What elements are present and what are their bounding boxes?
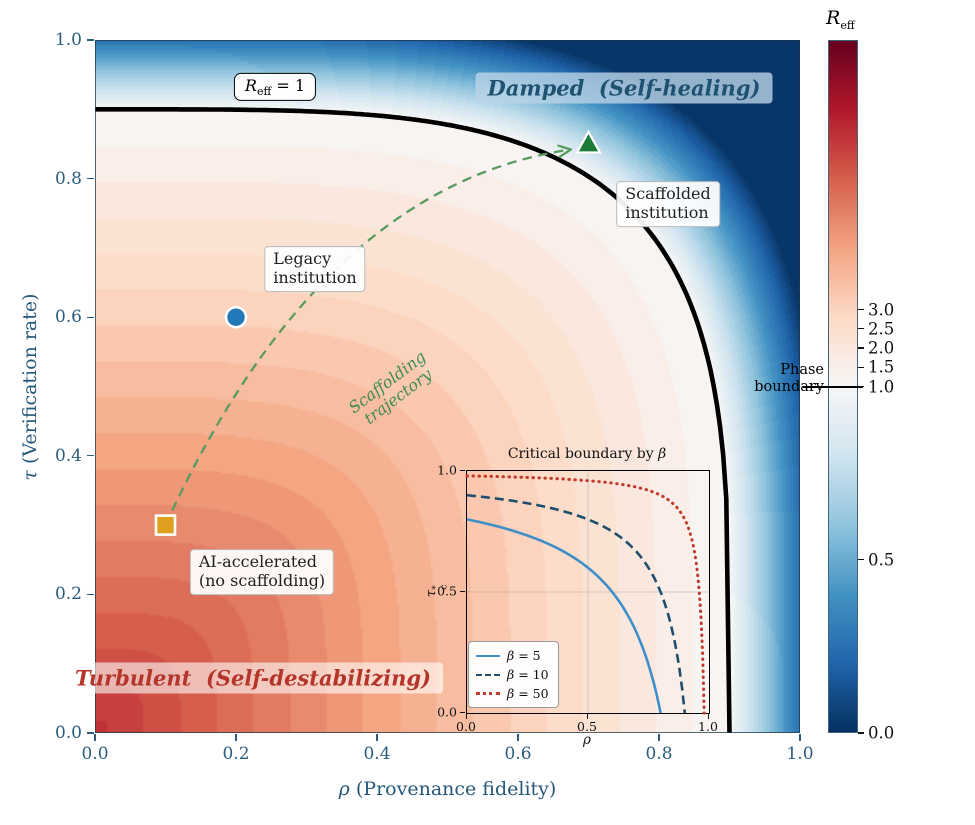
legend-item-beta-50: β = 50 (476, 684, 549, 703)
ai-accelerated-label: AI-accelerated (no scaffolding) (189, 549, 335, 595)
y-tick-mark (87, 455, 94, 457)
colorbar-tick-label: 0.0 (868, 723, 895, 743)
beta-symbol: β (658, 446, 667, 462)
inset-curve-beta-10 (466, 493, 687, 714)
y-tick-mark (87, 732, 94, 734)
phase-boundary-marker-line (803, 385, 863, 388)
inset-x-tick-label: 1.0 (698, 719, 718, 734)
inset-legend: β = 5 β = 10 β = 50 (468, 641, 559, 708)
x-tick-mark (517, 734, 519, 741)
colorbar-tick-label: 1.0 (868, 377, 895, 396)
reff-equals-one-label: Reff = 1 (233, 72, 317, 102)
colorbar-tick-mark (858, 328, 864, 330)
inset-x-tick-mark (465, 713, 467, 719)
scaffolded-marker (575, 129, 602, 154)
y-tick-mark (87, 316, 94, 318)
reff-heatmap (95, 40, 800, 733)
phase-boundary-annotation: Phase boundary (754, 362, 824, 396)
dashed-line-sample (476, 673, 500, 676)
inset-plot (465, 470, 710, 715)
inset-x-tick-mark (586, 713, 588, 719)
colorbar-tick-mark (858, 308, 864, 311)
tau-symbol: τ (19, 470, 41, 481)
inset-title: Critical boundary by β (507, 446, 667, 462)
inset-x-tick-label: 0.0 (456, 719, 476, 734)
inset-y-tick-label: 0.5 (437, 583, 457, 599)
inset-y-tick-mark (459, 711, 465, 713)
inset-y-tick-label: 1.0 (437, 462, 457, 478)
inset-y-tick-mark (459, 590, 465, 592)
x-tick-mark (376, 734, 378, 741)
legacy-institution-label: Legacy institution (264, 246, 366, 292)
colorbar-tick-mark (858, 366, 864, 368)
y-tick-mark (87, 593, 94, 596)
colorbar-tick-label: 1.5 (868, 357, 895, 377)
inset-y-tick-label: 0.0 (437, 704, 457, 720)
solid-line-sample (476, 654, 500, 657)
y-tick-label: 0.8 (54, 168, 82, 189)
y-tick-mark (87, 39, 94, 41)
x-tick-mark (799, 734, 801, 741)
rho-symbol: ρ (338, 778, 350, 800)
colorbar-tick-mark (858, 385, 864, 388)
x-tick-label: 0.8 (645, 744, 673, 764)
y-tick-label: 1.0 (54, 30, 82, 50)
inset-curve-beta-50 (465, 474, 706, 715)
colorbar-tick-label: 3.0 (868, 300, 895, 319)
damped-region-label: Damped (Self-healing) (475, 72, 773, 104)
inset-curves (465, 471, 709, 715)
dotted-line-sample (476, 692, 500, 695)
main-plot-area (95, 40, 800, 733)
legend-item-beta-5: β = 5 (476, 646, 549, 665)
y-tick-label: 0.4 (54, 445, 82, 466)
inset-x-tick-label: 0.5 (577, 719, 597, 734)
x-tick-label: 0.6 (504, 744, 532, 764)
colorbar-tick-mark (858, 347, 864, 349)
colorbar-title: Reff (826, 7, 855, 32)
colorbar-tick-label: 2.5 (868, 319, 895, 339)
y-tick-label: 0.6 (54, 307, 82, 328)
y-axis-label: τ (Verification rate) (19, 293, 41, 481)
trajectory-arrowhead (557, 144, 573, 151)
legend-item-beta-10: β = 10 (476, 665, 549, 684)
colorbar-tick-label: 0.5 (868, 550, 895, 570)
inset-x-tick-mark (707, 713, 709, 719)
inset-x-axis-label: ρ (583, 732, 591, 748)
x-tick-mark (94, 734, 96, 741)
colorbar-tick-mark (858, 732, 864, 734)
x-tick-label: 1.0 (786, 744, 814, 764)
x-tick-mark (658, 734, 660, 741)
inset-curve-beta-5 (466, 518, 662, 714)
trajectory-arrowhead (558, 148, 573, 158)
inset-y-tick-mark (459, 469, 465, 471)
y-tick-label: 0.0 (54, 723, 82, 743)
x-axis-label: ρ (Provenance fidelity) (338, 778, 557, 800)
turbulent-region-label: Turbulent (Self-destabilizing) (63, 662, 443, 694)
x-tick-label: 0.0 (81, 744, 109, 764)
scaffolding-trajectory-curve (164, 148, 572, 526)
x-tick-label: 0.4 (363, 744, 391, 764)
scaffolded-institution-label: Scaffolded institution (616, 181, 720, 227)
x-tick-mark (235, 734, 237, 741)
legacy-marker (224, 305, 248, 329)
y-tick-label: 0.2 (54, 584, 82, 605)
colorbar-tick-label: 2.0 (868, 338, 895, 358)
ai-accelerated-marker (154, 514, 177, 536)
colorbar-tick-mark (858, 559, 864, 561)
x-tick-label: 0.2 (222, 744, 250, 764)
y-tick-mark (87, 178, 94, 180)
